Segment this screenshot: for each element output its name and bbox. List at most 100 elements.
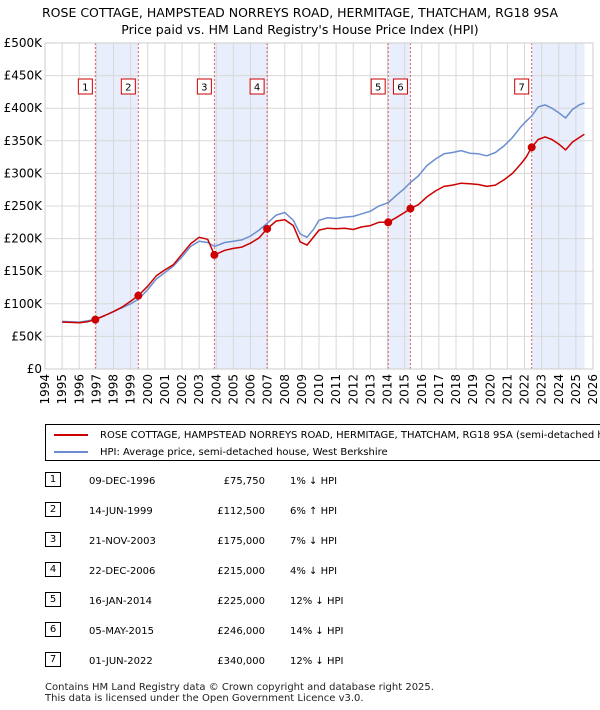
- x-tick-label: 2000: [141, 374, 155, 405]
- chart-title-line1: ROSE COTTAGE, HAMPSTEAD NORREYS ROAD, HE…: [42, 5, 558, 20]
- sale-hpi-diff: 12% ↓ HPI: [290, 656, 344, 667]
- y-tick-label: £150K: [4, 264, 44, 278]
- sale-row: 2 14-JUN-1999 £112,500 6% ↑ HPI: [45, 502, 445, 522]
- chart-subtitle: Price paid vs. HM Land Registry's House …: [121, 22, 479, 37]
- sale-point: [406, 204, 415, 213]
- sale-date: 22-DEC-2006: [89, 566, 156, 577]
- x-tick-label: 2005: [226, 374, 240, 405]
- sale-hpi-diff: 12% ↓ HPI: [290, 596, 344, 607]
- sale-label-number: 7: [519, 83, 525, 94]
- y-tick-label: £400K: [4, 101, 44, 115]
- y-tick-label: £0: [27, 362, 42, 376]
- sale-number-badge: 7: [45, 652, 61, 667]
- x-tick-label: 2024: [552, 374, 566, 405]
- sale-number-badge: 3: [45, 532, 61, 547]
- sale-label-box: [77, 78, 93, 95]
- x-tick-label: 2007: [261, 374, 275, 405]
- x-tick-label: 2015: [398, 374, 412, 405]
- sale-row: 5 16-JAN-2014 £225,000 12% ↓ HPI: [45, 592, 445, 612]
- x-tick-label: 2012: [346, 374, 360, 405]
- footer-line1: Contains HM Land Registry data © Crown c…: [45, 682, 434, 693]
- sale-date: 09-DEC-1996: [89, 476, 156, 487]
- legend-swatch-property: [54, 434, 88, 436]
- footer-attribution: Contains HM Land Registry data © Crown c…: [45, 682, 434, 704]
- sale-point: [91, 315, 100, 324]
- x-tick-label: 2008: [278, 374, 292, 405]
- y-tick-label: £500K: [4, 36, 44, 50]
- chart-title: ROSE COTTAGE, HAMPSTEAD NORREYS ROAD, HE…: [0, 4, 600, 38]
- sale-label-box: [392, 78, 408, 95]
- sale-date: 05-MAY-2015: [89, 626, 155, 637]
- legend-label-hpi: HPI: Average price, semi-detached house,…: [100, 446, 388, 458]
- sale-point: [263, 224, 272, 233]
- x-tick-label: 2010: [312, 374, 326, 405]
- legend-label-property: ROSE COTTAGE, HAMPSTEAD NORREYS ROAD, HE…: [100, 429, 600, 441]
- plot-border: [44, 42, 594, 370]
- sale-price: £215,000: [217, 566, 265, 577]
- x-tick-label: 2011: [329, 374, 343, 405]
- sale-label-box: [196, 78, 212, 95]
- sale-price: £112,500: [217, 506, 265, 517]
- sale-number-badge: 5: [45, 592, 61, 607]
- x-tick-label: 2022: [518, 374, 532, 405]
- x-tick-label: 1997: [89, 374, 103, 405]
- y-tick-label: £200K: [4, 232, 44, 246]
- price-chart: 1 2 3 4 5 6 7 £0 £50K £100K £150K £200K £250K £300K £3…: [4, 36, 600, 405]
- sale-label-number: 1: [82, 83, 88, 94]
- sale-price: £246,000: [217, 626, 265, 637]
- sale-label-number: 4: [254, 83, 260, 94]
- sale-price: £340,000: [217, 656, 265, 667]
- x-tick-label: 2026: [586, 374, 600, 405]
- x-tick-label: 2006: [244, 374, 258, 405]
- x-tick-label: 2002: [175, 374, 189, 405]
- y-tick-label: £450K: [4, 69, 44, 83]
- x-tick-label: 2013: [363, 374, 377, 405]
- sale-date: 21-NOV-2003: [89, 536, 156, 547]
- sale-point: [134, 291, 143, 300]
- x-tick-label: 2020: [483, 374, 497, 405]
- y-tick-label: £300K: [4, 166, 44, 180]
- sale-row: 6 05-MAY-2015 £246,000 14% ↓ HPI: [45, 622, 445, 642]
- x-tick-label: 1995: [55, 374, 69, 405]
- sale-label-number: 3: [201, 83, 207, 94]
- sale-date: 16-JAN-2014: [89, 596, 153, 607]
- sale-price: £175,000: [217, 536, 265, 547]
- sale-hpi-diff: 6% ↑ HPI: [290, 506, 338, 517]
- sale-label-number: 2: [125, 83, 131, 94]
- sale-hpi-diff: 4% ↓ HPI: [290, 566, 338, 577]
- sale-label-number: 6: [397, 83, 403, 94]
- property-price-line: [62, 133, 585, 324]
- sale-number-badge: 2: [45, 502, 61, 517]
- sale-hpi-diff: 7% ↓ HPI: [290, 536, 338, 547]
- legend: ROSE COTTAGE, HAMPSTEAD NORREYS ROAD, HE…: [45, 424, 600, 461]
- sale-label-box: [370, 78, 386, 95]
- legend-item-hpi: HPI: Average price, semi-detached house,…: [54, 444, 388, 460]
- x-tick-label: 1994: [38, 374, 52, 405]
- x-tick-label: 2021: [500, 374, 514, 405]
- sale-row: 4 22-DEC-2006 £215,000 4% ↓ HPI: [45, 562, 445, 582]
- sale-point: [384, 218, 393, 227]
- sale-point: [210, 250, 219, 259]
- x-tick-label: 2004: [209, 374, 223, 405]
- x-tick-label: 2023: [535, 374, 549, 405]
- sale-hpi-diff: 14% ↓ HPI: [290, 626, 344, 637]
- x-tick-label: 1999: [124, 374, 138, 405]
- x-tick-label: 1998: [107, 374, 121, 405]
- sale-row: 1 09-DEC-1996 £75,750 1% ↓ HPI: [45, 472, 445, 492]
- sale-price: £225,000: [217, 596, 265, 607]
- sale-hpi-diff: 1% ↓ HPI: [290, 476, 338, 487]
- x-tick-label: 2003: [192, 374, 206, 405]
- sale-row: 7 01-JUN-2022 £340,000 12% ↓ HPI: [45, 652, 445, 672]
- sale-number-badge: 1: [45, 472, 61, 487]
- sale-label-number: 5: [375, 83, 381, 94]
- y-tick-label: £50K: [11, 329, 43, 343]
- sale-point: [527, 143, 536, 152]
- x-tick-label: 2025: [569, 374, 583, 405]
- sale-date: 14-JUN-1999: [89, 506, 153, 517]
- sale-row: 3 21-NOV-2003 £175,000 7% ↓ HPI: [45, 532, 445, 552]
- sale-number-badge: 6: [45, 622, 61, 637]
- legend-item-property: ROSE COTTAGE, HAMPSTEAD NORREYS ROAD, HE…: [54, 427, 600, 443]
- x-tick-label: 2001: [158, 374, 172, 405]
- x-tick-label: 1996: [72, 374, 86, 405]
- x-tick-label: 2016: [415, 374, 429, 405]
